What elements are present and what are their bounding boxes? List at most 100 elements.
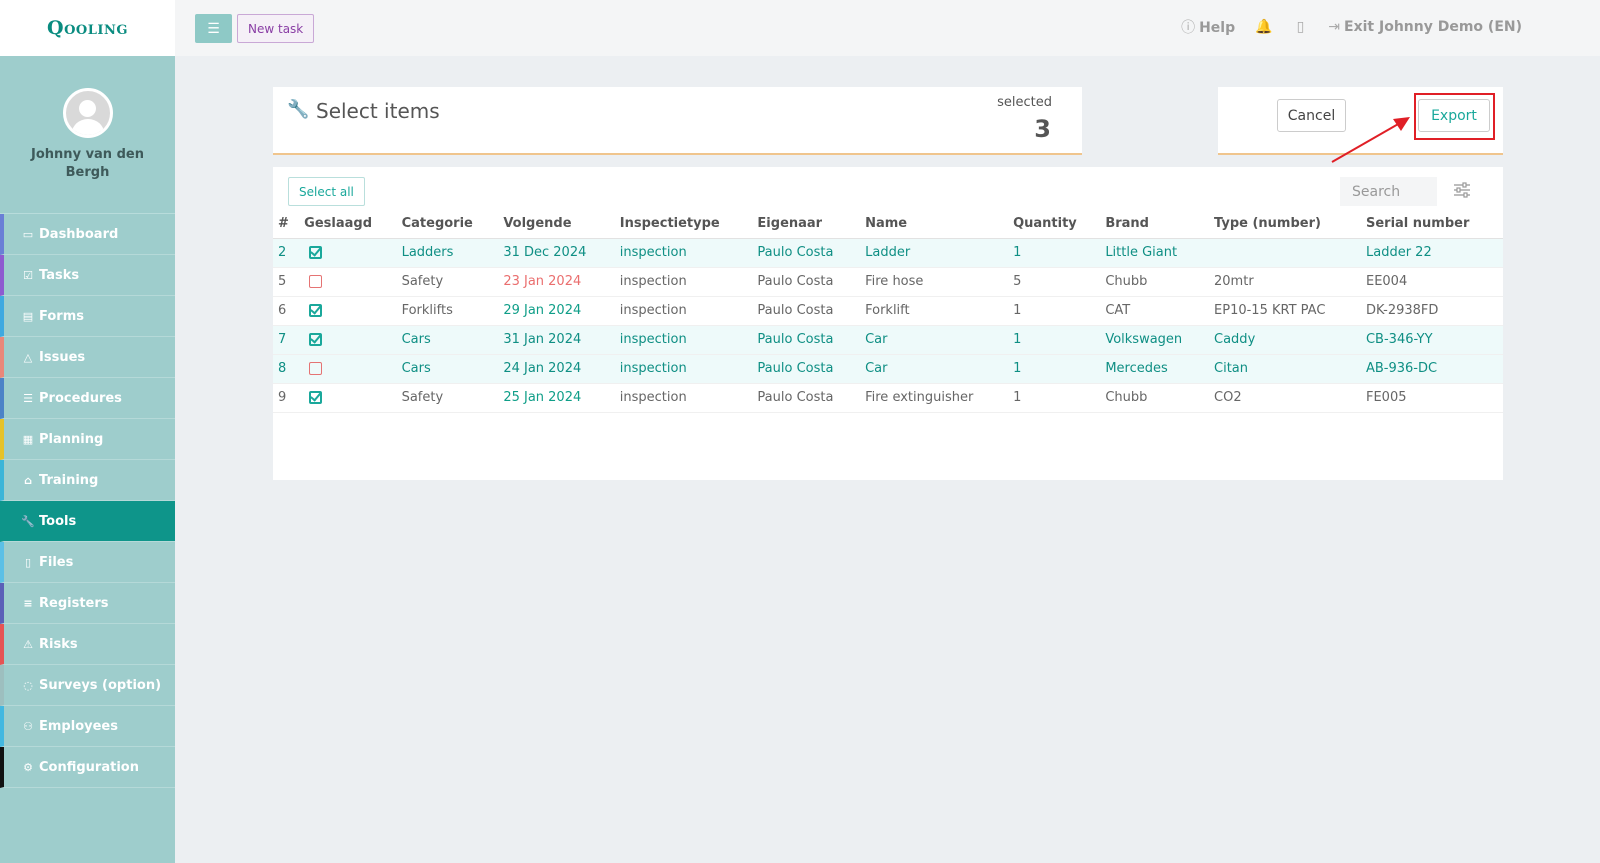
menu-toggle-button[interactable]: ☰ [195, 14, 232, 43]
inspection-type-cell: inspection [614, 383, 753, 413]
top-right-menu: ⓘ Help 🔔 ▯ ⇥ Exit Johnny Demo (EN) [1181, 17, 1522, 37]
sidebar-item-planning[interactable]: ▦ Planning [0, 419, 175, 460]
column-header[interactable]: # [273, 210, 300, 239]
name-cell: Forklift [860, 296, 1009, 326]
column-header[interactable]: Geslaagd [299, 210, 397, 239]
table-row[interactable]: 7 Cars 31 Jan 2024 inspection Paulo Costa Car… [273, 325, 1503, 355]
file-icon: ▤ [22, 309, 34, 323]
building-button[interactable]: ▯ [1297, 19, 1309, 35]
avatar[interactable] [62, 88, 113, 138]
name-cell: Fire extinguisher [860, 383, 1009, 413]
document-icon: ▯ [24, 555, 32, 569]
selected-label: selected [997, 95, 1052, 110]
help-label: Help [1199, 20, 1236, 36]
app-logo[interactable]: Qooling [47, 17, 128, 39]
category-cell: Cars [396, 354, 499, 384]
menu-lines-icon: ≡ [23, 596, 33, 610]
brand-cell: Mercedes [1100, 354, 1210, 384]
select-all-button[interactable]: Select all [288, 177, 365, 206]
top-bar: ☰ New task ⓘ Help 🔔 ▯ ⇥ Exit Johnny Demo (… [175, 0, 1600, 56]
notifications-button[interactable]: 🔔 [1255, 19, 1276, 35]
passed-cell [299, 267, 397, 297]
column-header[interactable]: Quantity [1008, 210, 1101, 239]
checked-checkbox-icon[interactable] [309, 333, 323, 346]
sidebar-item-procedures[interactable]: ☰ Procedures [0, 378, 175, 419]
sign-out-icon: ⇥ [1328, 19, 1341, 35]
cancel-button[interactable]: Cancel [1277, 99, 1346, 132]
export-button[interactable]: Export [1418, 99, 1490, 132]
sidebar-item-forms[interactable]: ▤ Forms [0, 296, 175, 337]
sidebar-item-label: Files [39, 554, 74, 570]
column-header[interactable]: Categorie [396, 210, 499, 239]
row-number: 2 [273, 238, 300, 268]
sidebar-item-tasks[interactable]: ☑ Tasks [0, 255, 175, 296]
quantity-cell: 1 [1008, 354, 1101, 384]
serial-number-cell: DK-2938FD [1360, 296, 1503, 326]
name-cell: Fire hose [860, 267, 1009, 297]
checked-checkbox-icon[interactable] [309, 391, 323, 404]
table-row[interactable]: 2 Ladders 31 Dec 2024 inspection Paulo Costa… [273, 238, 1503, 268]
sidebar-item-files[interactable]: ▯ Files [0, 542, 175, 583]
column-header[interactable]: Inspectietype [614, 210, 753, 239]
sidebar-item-label: Training [39, 472, 99, 488]
sidebar-item-tools[interactable]: 🔧 Tools [0, 501, 175, 542]
selected-count: 3 [1034, 115, 1051, 143]
type-number-cell: EP10-15 KRT PAC [1209, 296, 1361, 326]
sidebar-item-label: Risks [39, 636, 78, 652]
items-table: # Geslaagd Categorie Volgende Inspectietype E… [273, 210, 1503, 413]
sidebar-item-surveys-option[interactable]: ◌ Surveys (option) [0, 665, 175, 706]
sidebar-item-dashboard[interactable]: ▭ Dashboard [0, 214, 175, 255]
type-number-cell: Caddy [1209, 325, 1361, 355]
quantity-cell: 1 [1008, 296, 1101, 326]
question-circle-icon: ⓘ [1181, 20, 1196, 36]
sidebar-item-registers[interactable]: ≡ Registers [0, 583, 175, 624]
column-header[interactable]: Volgende [498, 210, 615, 239]
search-input[interactable] [1340, 177, 1437, 206]
sidebar-item-risks[interactable]: ⚠ Risks [0, 624, 175, 665]
type-number-cell: 20mtr [1209, 267, 1361, 297]
brand-cell: CAT [1100, 296, 1210, 326]
column-header[interactable]: Serial number [1360, 210, 1503, 239]
items-table-panel: Select all #GeslaagdCategorieVolgendeIns… [273, 167, 1503, 480]
user-name: Johnny van den Bergh [31, 147, 144, 180]
sidebar-item-training[interactable]: ⌂ Training [0, 460, 175, 501]
unchecked-checkbox-icon[interactable] [309, 275, 323, 288]
next-date-cell: 29 Jan 2024 [498, 296, 615, 326]
owner-cell: Paulo Costa [752, 383, 861, 413]
exit-link[interactable]: ⇥ Exit Johnny Demo (EN) [1328, 19, 1522, 35]
name-cell: Car [860, 325, 1009, 355]
column-header[interactable]: Name [860, 210, 1009, 239]
bell-icon: 🔔 [1255, 19, 1273, 35]
unchecked-checkbox-icon[interactable] [309, 362, 323, 375]
monitor-icon: ▭ [22, 227, 34, 241]
sliders-icon[interactable] [1453, 181, 1471, 199]
checked-checkbox-icon[interactable] [309, 304, 323, 317]
column-header[interactable]: Brand [1100, 210, 1210, 239]
table-row[interactable]: 5 Safety 23 Jan 2024 inspection Paulo Costa F… [273, 267, 1503, 297]
passed-cell [299, 238, 397, 268]
passed-cell [299, 383, 397, 413]
bell-icon: △ [23, 350, 33, 364]
sidebar-item-employees[interactable]: ⚇ Employees [0, 706, 175, 747]
quantity-cell: 1 [1008, 238, 1101, 268]
building-icon: ▯ [1296, 19, 1305, 35]
list-icon: ☰ [23, 391, 33, 405]
table-row[interactable]: 6 Forklifts 29 Jan 2024 inspection Paulo Cos… [273, 296, 1503, 326]
sidebar-item-label: Issues [39, 349, 86, 365]
checked-checkbox-icon[interactable] [309, 246, 323, 259]
table-row[interactable]: 8 Cars 24 Jan 2024 inspection Paulo Costa Car… [273, 354, 1503, 384]
column-header[interactable]: Eigenaar [752, 210, 861, 239]
sidebar-item-label: Employees [39, 718, 118, 734]
help-link[interactable]: ⓘ Help [1181, 17, 1235, 37]
owner-cell: Paulo Costa [752, 296, 861, 326]
sidebar-item-issues[interactable]: △ Issues [0, 337, 175, 378]
column-header[interactable]: Type (number) [1209, 210, 1361, 239]
category-cell: Safety [396, 383, 499, 413]
new-task-button[interactable]: New task [237, 14, 315, 43]
table-row[interactable]: 9 Safety 25 Jan 2024 inspection Paulo Costa F… [273, 383, 1503, 413]
sidebar-item-configuration[interactable]: ⚙ Configuration [0, 747, 175, 788]
quantity-cell: 1 [1008, 325, 1101, 355]
category-cell: Ladders [396, 238, 499, 268]
owner-cell: Paulo Costa [752, 325, 861, 355]
calendar-icon: ▦ [22, 432, 34, 446]
